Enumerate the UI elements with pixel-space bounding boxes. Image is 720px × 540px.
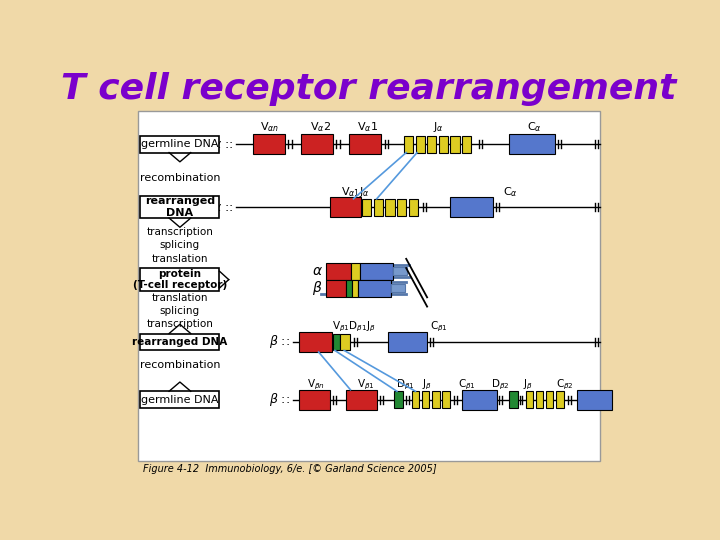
Text: J$_{\beta}$: J$_{\beta}$ bbox=[422, 377, 432, 392]
Text: $\beta$: $\beta$ bbox=[312, 279, 323, 297]
Text: V$_{\alpha 1}$J$_{\alpha}$: V$_{\alpha 1}$J$_{\alpha}$ bbox=[341, 185, 369, 199]
Text: transcription
splicing
translation: transcription splicing translation bbox=[146, 227, 213, 264]
Bar bbox=[140, 268, 220, 291]
Text: D$_{\beta 1}$: D$_{\beta 1}$ bbox=[396, 377, 415, 392]
Bar bbox=[300, 332, 332, 352]
Bar bbox=[415, 136, 425, 153]
Text: Figure 4-12  Immunobiology, 6/e. [© Garland Science 2005]: Figure 4-12 Immunobiology, 6/e. [© Garla… bbox=[143, 464, 436, 474]
Bar bbox=[333, 334, 341, 350]
Bar bbox=[422, 392, 429, 408]
Text: C$_{\alpha}$: C$_{\alpha}$ bbox=[528, 120, 542, 134]
Bar bbox=[546, 392, 554, 408]
Text: V$_{\beta n}$: V$_{\beta n}$ bbox=[307, 377, 325, 392]
Text: D$_{\beta 2}$: D$_{\beta 2}$ bbox=[492, 377, 510, 392]
Bar bbox=[427, 136, 436, 153]
Bar bbox=[300, 390, 330, 410]
Bar bbox=[351, 262, 361, 280]
Bar bbox=[526, 392, 534, 408]
Bar bbox=[349, 134, 382, 154]
Bar bbox=[404, 136, 413, 153]
Text: $\beta$ ::: $\beta$ :: bbox=[269, 392, 290, 408]
Bar bbox=[346, 280, 352, 296]
Text: C$_{\alpha}$: C$_{\alpha}$ bbox=[503, 185, 518, 199]
Text: rearranged
DNA: rearranged DNA bbox=[145, 197, 215, 218]
Text: V$_{\alpha}$2: V$_{\alpha}$2 bbox=[310, 120, 331, 134]
Bar bbox=[374, 199, 383, 215]
Bar bbox=[451, 197, 493, 217]
Bar bbox=[326, 262, 351, 280]
Bar bbox=[577, 390, 611, 410]
Bar bbox=[438, 136, 448, 153]
Bar bbox=[508, 392, 518, 408]
Bar bbox=[508, 134, 555, 154]
Bar bbox=[140, 334, 220, 350]
Bar bbox=[442, 392, 449, 408]
Text: germline DNA: germline DNA bbox=[141, 139, 219, 149]
Text: C$_{\beta 2}$: C$_{\beta 2}$ bbox=[556, 377, 574, 392]
Text: J$_{\alpha}$: J$_{\alpha}$ bbox=[433, 120, 444, 134]
Text: $\alpha$: $\alpha$ bbox=[312, 264, 323, 278]
Bar bbox=[358, 280, 391, 296]
Bar bbox=[391, 284, 405, 292]
Bar bbox=[432, 392, 439, 408]
Text: $\alpha$ ::: $\alpha$ :: bbox=[212, 138, 233, 151]
Bar bbox=[362, 199, 372, 215]
Text: V$_{\alpha}$1: V$_{\alpha}$1 bbox=[357, 120, 378, 134]
Text: translation
splicing
transcription: translation splicing transcription bbox=[146, 293, 213, 329]
Text: C$_{\beta 1}$: C$_{\beta 1}$ bbox=[430, 319, 448, 334]
Bar bbox=[140, 392, 220, 408]
Bar bbox=[397, 199, 406, 215]
Text: V$_{\beta 1}$D$_{\beta 1}$J$_{\beta}$: V$_{\beta 1}$D$_{\beta 1}$J$_{\beta}$ bbox=[331, 319, 376, 334]
Text: T cell receptor rearrangement: T cell receptor rearrangement bbox=[61, 72, 677, 106]
Bar bbox=[140, 136, 220, 153]
Bar bbox=[352, 280, 358, 296]
Bar bbox=[341, 334, 350, 350]
Text: V$_{\alpha n}$: V$_{\alpha n}$ bbox=[260, 120, 279, 134]
Text: V$_{\beta 1}$: V$_{\beta 1}$ bbox=[357, 377, 375, 392]
Bar bbox=[556, 392, 564, 408]
Bar bbox=[346, 390, 377, 410]
Text: J$_{\beta}$: J$_{\beta}$ bbox=[523, 377, 533, 392]
Bar bbox=[462, 390, 497, 410]
Bar bbox=[253, 134, 285, 154]
Text: $\beta$ ::: $\beta$ :: bbox=[269, 334, 290, 350]
Bar bbox=[394, 392, 403, 408]
Text: rearranged DNA: rearranged DNA bbox=[132, 337, 228, 347]
Bar bbox=[462, 136, 472, 153]
Bar bbox=[301, 134, 333, 154]
Bar bbox=[536, 392, 544, 408]
Bar bbox=[330, 197, 361, 217]
Bar bbox=[408, 199, 418, 215]
Text: germline DNA: germline DNA bbox=[141, 395, 219, 405]
Bar bbox=[140, 197, 220, 218]
Bar bbox=[138, 111, 600, 461]
Bar bbox=[385, 199, 395, 215]
Bar bbox=[393, 267, 407, 275]
Text: protein
(T-cell receptor): protein (T-cell receptor) bbox=[132, 269, 227, 291]
Bar bbox=[412, 392, 419, 408]
Bar bbox=[451, 136, 459, 153]
Text: $\alpha$ ::: $\alpha$ :: bbox=[212, 201, 233, 214]
Bar bbox=[361, 262, 393, 280]
Bar bbox=[388, 332, 427, 352]
Text: C$_{\beta 1}$: C$_{\beta 1}$ bbox=[459, 377, 477, 392]
Text: recombination: recombination bbox=[140, 360, 220, 370]
Bar bbox=[326, 280, 346, 296]
Text: recombination: recombination bbox=[140, 173, 220, 183]
